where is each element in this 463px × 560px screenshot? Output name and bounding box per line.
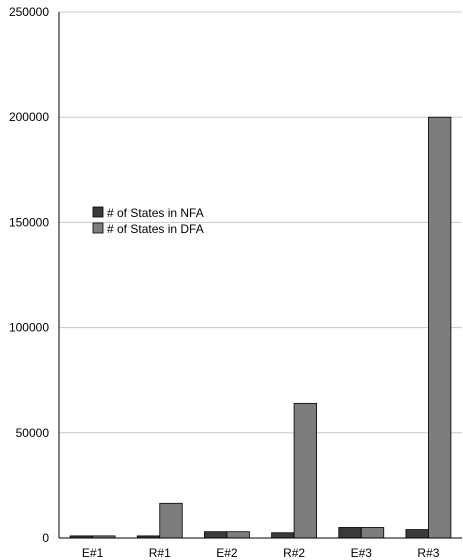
legend-swatch [92, 222, 104, 234]
bar-nfa [405, 529, 429, 539]
y-tick-label: 50000 [16, 426, 50, 440]
bar-dfa [428, 116, 452, 539]
gridlines [59, 11, 462, 434]
bar-dfa [159, 502, 183, 539]
x-tick-label: E#2 [216, 546, 238, 560]
x-tick-label: E#3 [351, 546, 373, 560]
bar-dfa [360, 527, 385, 539]
x-tick-label: R#2 [283, 546, 305, 560]
bar-dfa [293, 402, 317, 539]
legend: # of States in NFA # of States in DFA [92, 206, 204, 236]
y-tick-label: 250000 [9, 5, 49, 19]
y-axis-tick-labels: 0 50000 100000 150000 200000 250000 [9, 5, 49, 545]
y-tick-label: 150000 [9, 215, 49, 229]
bar-nfa [204, 531, 228, 539]
x-tick-label: E#1 [82, 546, 104, 560]
legend-label: # of States in DFA [107, 222, 204, 236]
legend-swatch [92, 206, 104, 218]
y-tick-label: 200000 [9, 110, 49, 124]
axes [58, 12, 462, 539]
y-tick-label: 100000 [9, 321, 49, 335]
bar-nfa [271, 532, 295, 539]
x-tick-label: R#3 [417, 546, 439, 560]
bars [69, 116, 452, 539]
legend-label: # of States in NFA [107, 206, 204, 220]
x-axis-tick-labels: E#1 R#1 E#2 R#2 E#3 R#3 [82, 546, 440, 560]
bar-nfa [338, 527, 362, 539]
x-tick-label: R#1 [149, 546, 171, 560]
bar-dfa [226, 531, 250, 539]
y-tick-label: 0 [42, 531, 49, 545]
